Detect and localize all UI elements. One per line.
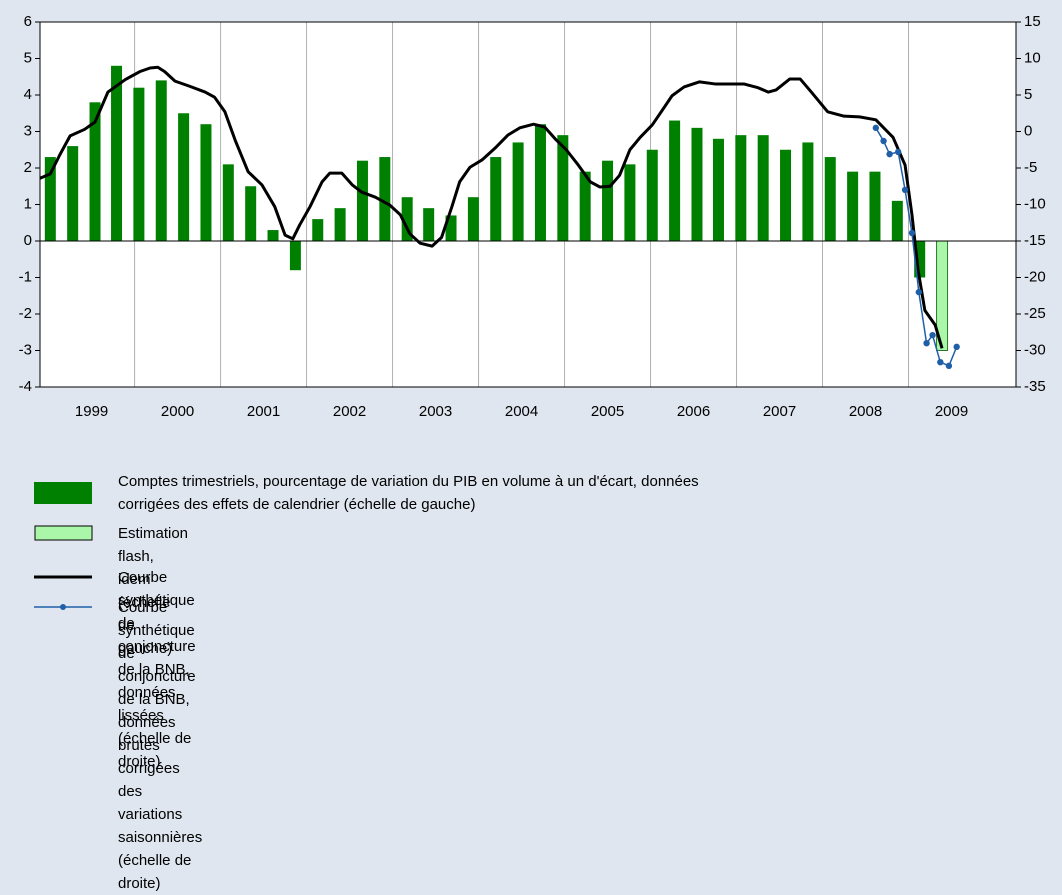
x-tick-label: 2009 (935, 403, 968, 420)
bar (602, 160, 614, 241)
line (39, 65, 944, 349)
bar (691, 127, 703, 241)
y-tick-label: 5 (24, 49, 32, 66)
bar (334, 208, 346, 241)
bar (757, 135, 769, 241)
x-tick-label: 2002 (333, 403, 366, 420)
marker (945, 362, 953, 370)
y-tick-label: 0 (24, 232, 32, 249)
bar (133, 87, 145, 241)
bar (780, 149, 792, 241)
legend-label: Courbe synthétique de conjoncture de la … (118, 599, 203, 892)
marker (908, 229, 916, 237)
y-tick-label: 6 (24, 13, 32, 30)
bar (914, 241, 926, 278)
marker (915, 288, 923, 296)
bar (646, 149, 658, 241)
bar (467, 197, 479, 241)
bar (111, 65, 123, 241)
bar (67, 146, 79, 241)
legend-symbol (34, 525, 93, 541)
bar (445, 215, 457, 241)
x-tick-label: 2003 (419, 403, 452, 420)
marker (886, 150, 893, 158)
y2-tick-label: -20 (1024, 268, 1046, 285)
y-tick-label: -2 (19, 305, 32, 322)
x-tick-label: 2007 (763, 403, 796, 420)
marker (894, 148, 902, 156)
y-tick-label: 2 (24, 159, 32, 176)
bar (245, 186, 257, 241)
bar (534, 124, 546, 241)
y2-tick-label: -5 (1024, 159, 1037, 176)
bar (379, 157, 391, 241)
bar (869, 171, 881, 241)
bar (557, 135, 569, 241)
bar (512, 142, 524, 241)
y2-tick-label: -30 (1024, 341, 1046, 358)
marker (901, 186, 909, 194)
legend-label: Comptes trimestriels, pourcentage de var… (118, 473, 699, 513)
bar (423, 208, 435, 241)
x-tick-label: 2008 (849, 403, 882, 420)
bar (289, 241, 301, 271)
x-tick-label: 2005 (591, 403, 624, 420)
y-tick-label: 4 (24, 86, 32, 103)
plot-frame (39, 21, 1017, 388)
bar (44, 157, 56, 241)
bar (200, 124, 212, 241)
y2-tick-label: -35 (1024, 378, 1046, 395)
bar (847, 171, 859, 241)
marker (880, 137, 887, 145)
marker (937, 358, 944, 366)
bar (178, 113, 190, 241)
y2-tick-label: -10 (1024, 195, 1046, 212)
legend-marker (60, 604, 66, 610)
y2-tick-label: 10 (1024, 49, 1041, 66)
bar (579, 171, 591, 241)
y-tick-label: -4 (19, 378, 32, 395)
x-tick-label: 2006 (677, 403, 710, 420)
bar (802, 142, 814, 241)
bar (155, 80, 167, 242)
bar (356, 160, 368, 241)
bar (735, 135, 747, 241)
legend-swatch (34, 525, 93, 541)
y2-tick-label: -15 (1024, 232, 1046, 249)
x-tick-label: 2000 (161, 403, 194, 420)
y-tick-label: 1 (24, 195, 32, 212)
marker (953, 343, 960, 351)
bar (222, 164, 234, 241)
legend-symbol (34, 482, 92, 504)
y-tick-label: -1 (19, 268, 32, 285)
y-tick-label: 3 (24, 122, 32, 139)
y2-tick-label: 15 (1024, 13, 1041, 30)
bar (624, 164, 636, 241)
legend-symbol (34, 604, 92, 610)
y-tick-label: -3 (19, 341, 32, 358)
marker (929, 331, 936, 339)
bar (490, 157, 502, 241)
y2-tick-label: 5 (1024, 86, 1032, 103)
bar (312, 219, 324, 241)
page: {"chart_data": {"type": "bar-line", "xli… (18, 12, 1046, 892)
bar (89, 102, 101, 241)
marker (923, 340, 930, 347)
x-tick-label: 2001 (247, 403, 280, 420)
y2-tick-label: -25 (1024, 305, 1046, 322)
bar (712, 138, 724, 241)
legend-swatch (34, 482, 92, 504)
bar (824, 157, 836, 241)
bar (267, 230, 279, 241)
marker (872, 124, 880, 132)
bar (401, 197, 413, 241)
legend-symbol (34, 575, 92, 579)
y2-tick-label: 0 (1024, 122, 1032, 139)
x-tick-label: 2004 (505, 403, 538, 420)
bar (669, 120, 681, 241)
x-tick-label: 1999 (75, 403, 108, 420)
bar (891, 200, 903, 241)
chart: 1999 2000 2001 2002 2003 2004 2005 2006 2007 2008… (19, 13, 1046, 420)
